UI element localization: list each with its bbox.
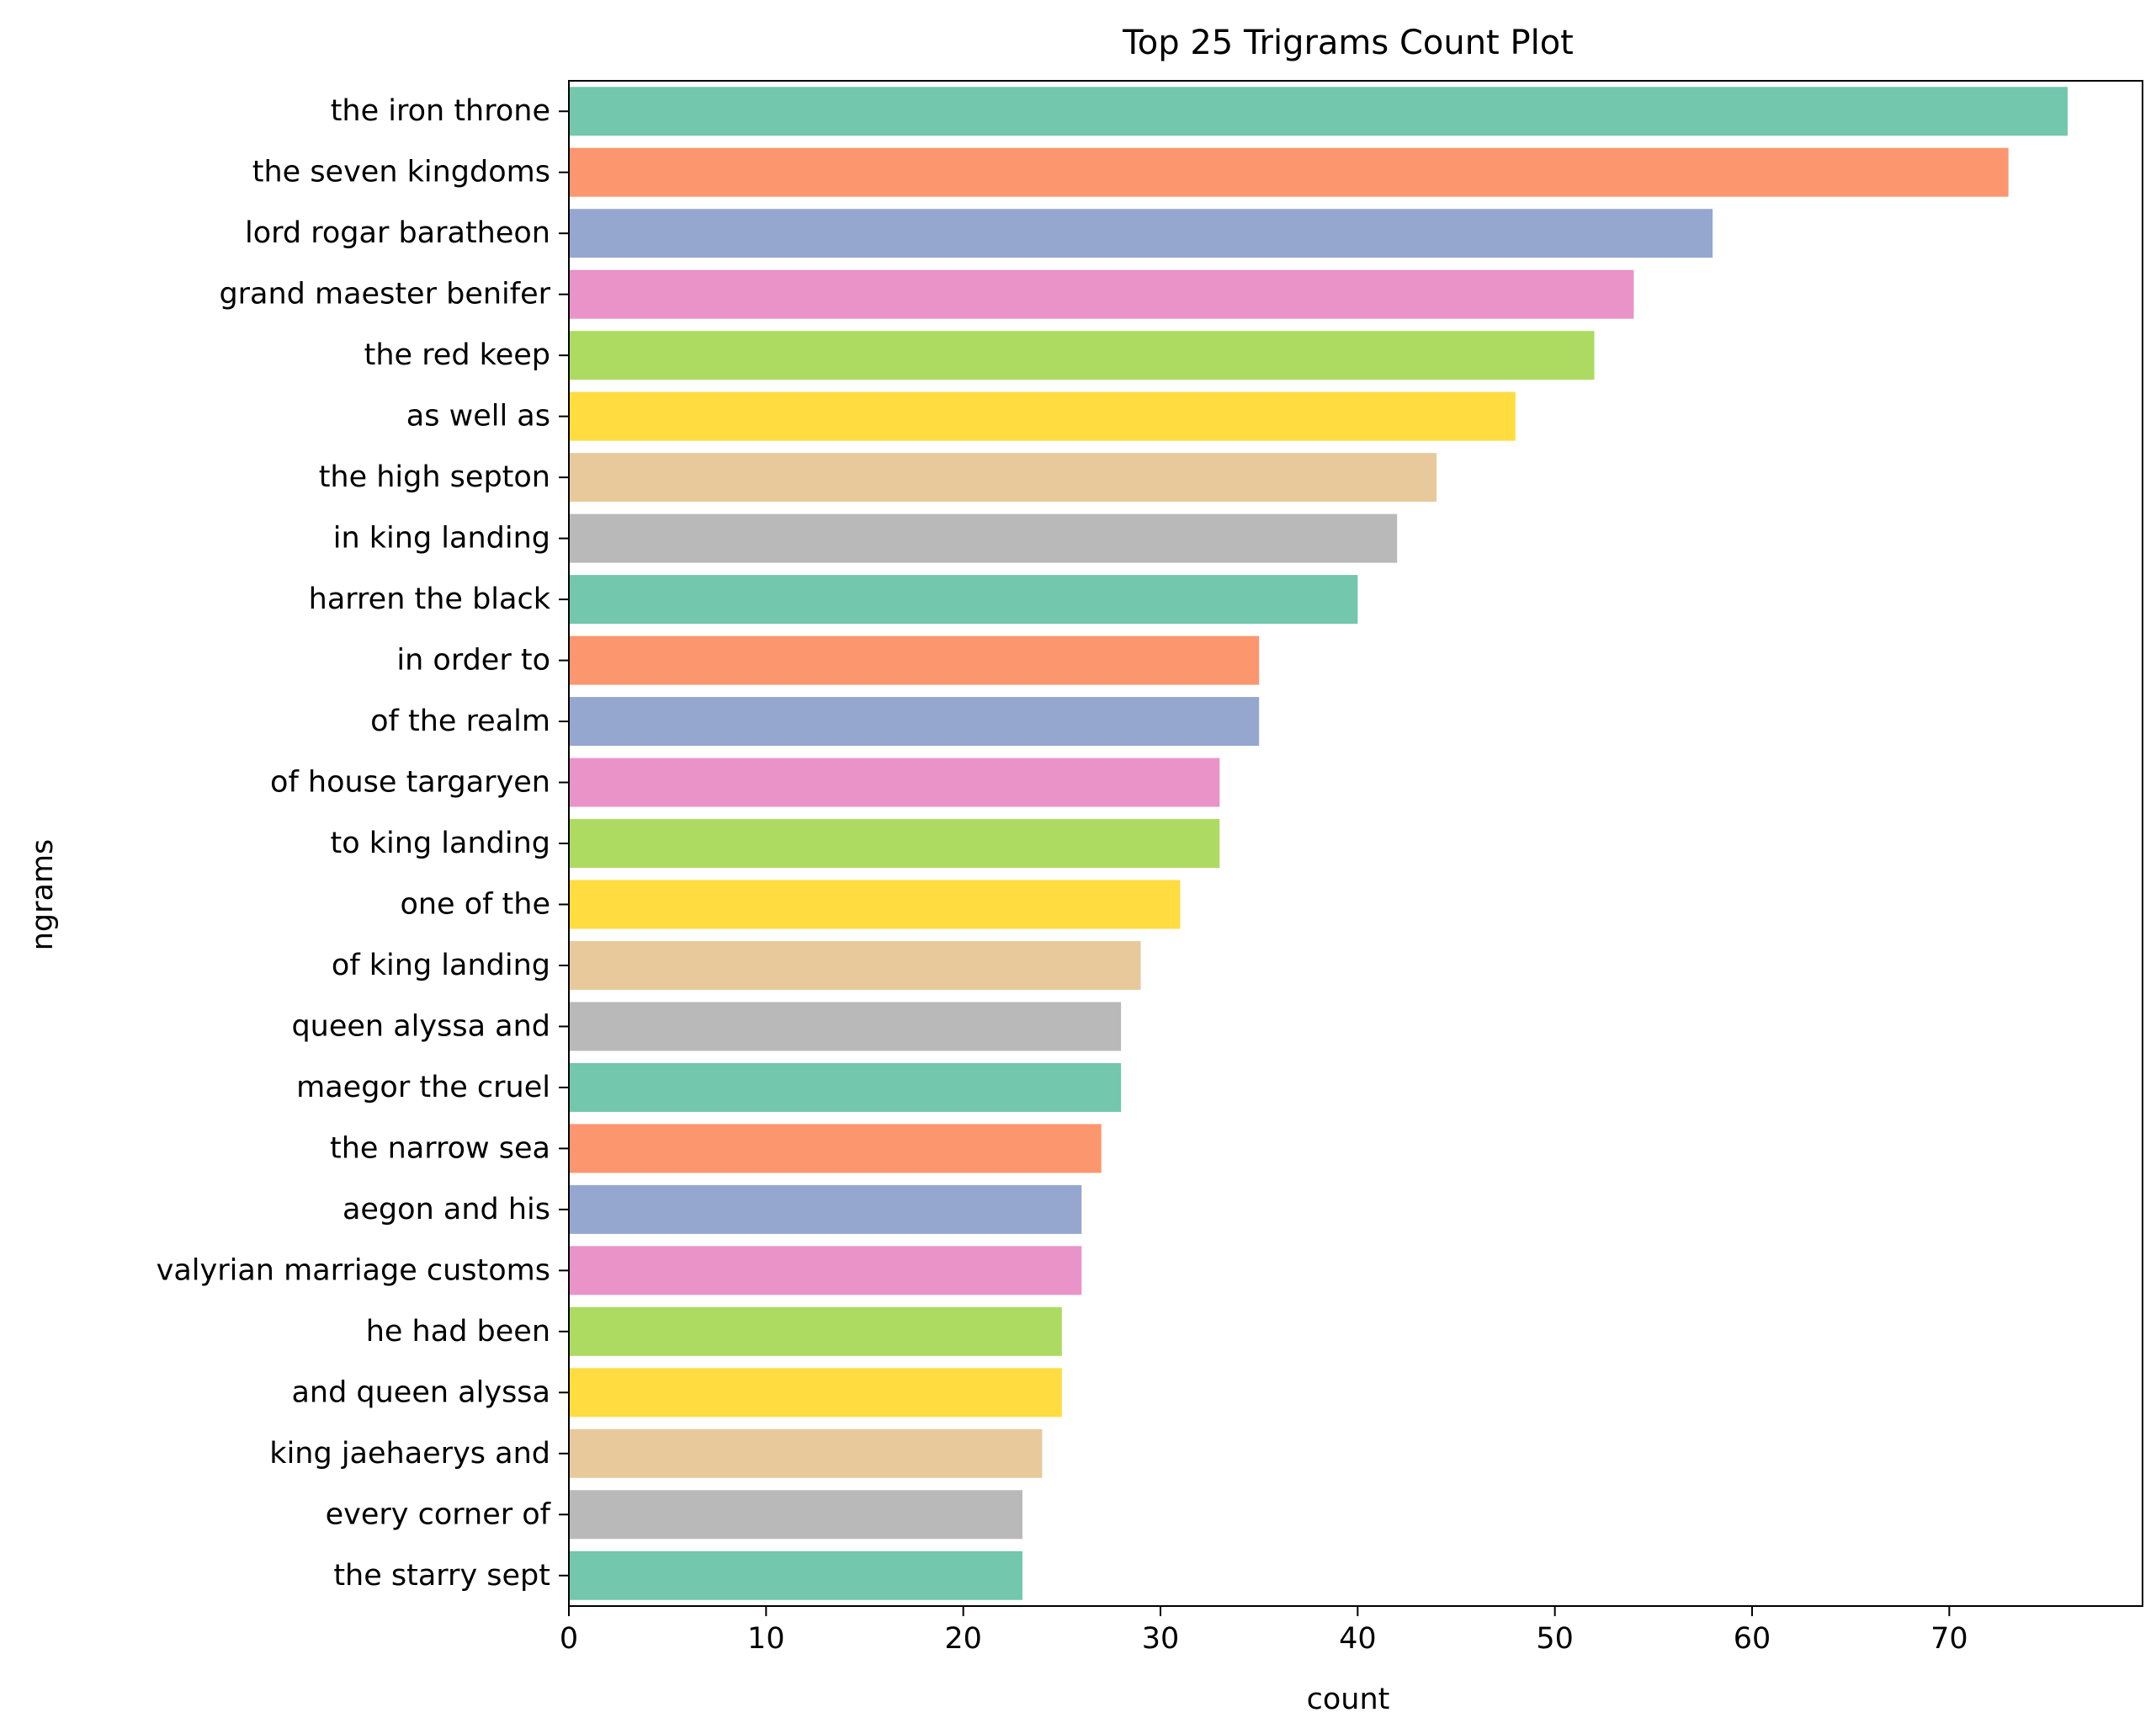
y-tick-label: the red keep — [364, 338, 550, 372]
bar-22 — [569, 1368, 1062, 1418]
y-tick-label: king jaehaerys and — [269, 1437, 550, 1471]
x-tick-label: 60 — [1734, 1622, 1771, 1656]
bar-11 — [569, 697, 1260, 747]
y-tick-label: and queen alyssa — [291, 1375, 550, 1409]
y-tick-label: lord rogar baratheon — [245, 216, 550, 250]
bar-12 — [569, 758, 1220, 807]
bar-17 — [569, 1062, 1122, 1112]
bar-14 — [569, 880, 1181, 929]
y-tick-label: of king landing — [332, 949, 550, 982]
y-tick-label: to king landing — [331, 827, 550, 860]
y-tick-label: in king landing — [333, 522, 550, 556]
bar-20 — [569, 1246, 1082, 1295]
y-tick-label: in order to — [396, 644, 550, 678]
bar-13 — [569, 819, 1220, 868]
x-axis-label: count — [1307, 1683, 1390, 1716]
bar-18 — [569, 1124, 1102, 1173]
x-tick-label: 30 — [1142, 1622, 1180, 1656]
x-tick-label: 50 — [1536, 1622, 1574, 1656]
bar-9 — [569, 575, 1358, 625]
y-tick-label: aegon and his — [343, 1193, 550, 1226]
y-tick-label: as well as — [406, 400, 550, 434]
bar-5 — [569, 331, 1595, 380]
bar-21 — [569, 1306, 1062, 1356]
y-tick-label: queen alyssa and — [291, 1009, 550, 1043]
y-axis-label: ngrams — [26, 839, 60, 951]
bar-3 — [569, 209, 1713, 258]
bar-1 — [569, 87, 2068, 136]
bar-19 — [569, 1184, 1082, 1234]
y-tick-label: of the realm — [370, 705, 550, 738]
plot-area: the iron throne the seven kingdoms lord ro… — [157, 80, 2143, 1656]
x-tick-label: 40 — [1339, 1622, 1377, 1656]
bar-16 — [569, 1002, 1122, 1051]
bar-7 — [569, 453, 1437, 503]
bar-2 — [569, 147, 2009, 197]
y-tick-label: the starry sept — [333, 1559, 550, 1593]
bar-6 — [569, 391, 1516, 441]
bar-8 — [569, 513, 1398, 563]
x-tick-label: 70 — [1930, 1622, 1968, 1656]
y-tick-label: maegor the cruel — [296, 1071, 550, 1104]
bar-23 — [569, 1428, 1043, 1478]
bar-15 — [569, 940, 1141, 990]
y-tick-label: grand maester benifer — [219, 278, 550, 311]
y-tick-label: one of the — [400, 887, 550, 921]
y-tick-label: valyrian marriage customs — [157, 1253, 550, 1287]
y-tick-label: the seven kingdoms — [252, 156, 550, 189]
y-tick-label: he had been — [366, 1315, 550, 1348]
bar-25 — [569, 1550, 1022, 1600]
y-tick-label: harren the black — [309, 582, 551, 616]
y-tick-label: the high septon — [319, 460, 550, 494]
bar-10 — [569, 636, 1260, 685]
bar-24 — [569, 1490, 1022, 1540]
y-tick-label: the narrow sea — [330, 1131, 550, 1165]
x-tick-label: 20 — [944, 1622, 982, 1656]
y-tick-label: every corner of — [326, 1497, 551, 1531]
x-tick-label: 10 — [747, 1622, 785, 1656]
y-tick-label: the iron throne — [331, 94, 550, 128]
x-tick-label: 0 — [560, 1622, 578, 1656]
y-tick-label: of house targaryen — [270, 766, 550, 800]
chart-title: Top 25 Trigrams Count Plot — [1122, 24, 1574, 62]
bar-4 — [569, 269, 1634, 319]
